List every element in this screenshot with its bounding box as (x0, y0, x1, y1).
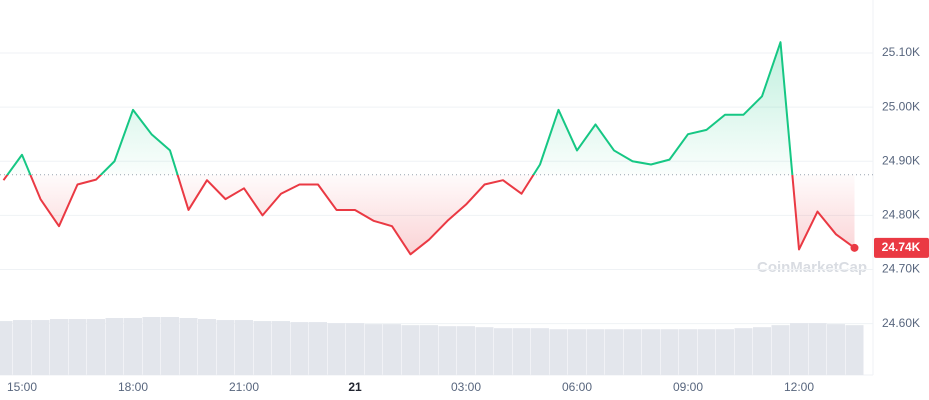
x-tick-label: 09:00 (673, 380, 703, 394)
price-tag-label: 24.74K (882, 240, 921, 254)
volume-bar (753, 327, 771, 375)
volume-bar (771, 325, 790, 375)
volume-bar (808, 323, 827, 375)
volume-bar (438, 326, 457, 375)
volume-bar (124, 318, 142, 375)
x-tick-label: 12:00 (784, 380, 814, 394)
y-tick-label: 25.10K (882, 45, 920, 59)
volume-bar (679, 329, 697, 375)
volume-bar (50, 319, 68, 375)
volume-bar (586, 329, 605, 375)
area (3, 42, 855, 255)
x-tick-label: 03:00 (451, 380, 481, 394)
volume-bar (142, 317, 161, 375)
volume-bar (235, 320, 253, 375)
volume-bar (716, 329, 734, 375)
y-tick-label: 24.60K (882, 316, 920, 330)
volume-bar (272, 321, 290, 375)
volume-bar (198, 319, 216, 375)
volume-bar (68, 319, 87, 375)
price-tag (874, 237, 929, 258)
volume-bar (253, 321, 272, 375)
volume-bar (383, 324, 401, 375)
volume-bar (0, 321, 13, 375)
volume-bar (364, 324, 383, 375)
y-tick-label: 24.90K (882, 153, 920, 167)
volume-bar (327, 323, 346, 375)
volume-bar (309, 322, 327, 375)
volume-bar (697, 329, 716, 375)
volume-bar (605, 329, 623, 375)
x-tick-label: 06:00 (562, 380, 592, 394)
x-tick-label: 21 (348, 380, 362, 394)
volume-bar (105, 318, 124, 375)
last-point (850, 243, 859, 252)
volume-bar (179, 318, 198, 375)
volume-bar (845, 325, 864, 375)
volume-bar (827, 324, 845, 375)
volume-bar (642, 329, 660, 375)
volume-bar (161, 317, 179, 375)
volume-bar (623, 329, 642, 375)
volume-bar (475, 327, 494, 375)
volume-bar (346, 323, 364, 375)
y-tick-label: 24.80K (882, 208, 920, 222)
volume-bar (216, 320, 235, 375)
volume-bar (31, 320, 50, 375)
volume-bar (568, 329, 586, 375)
price-line (2, 41, 856, 256)
volume-bar (549, 329, 568, 375)
volume-bar (790, 323, 808, 375)
volume-bar (13, 320, 31, 375)
x-tick-label: 18:00 (118, 380, 148, 394)
y-tick-label: 25.00K (882, 99, 920, 113)
volume-bar (494, 328, 512, 375)
volume-bar (401, 325, 420, 375)
x-tick-label: 15:00 (7, 380, 37, 394)
volume-bar (420, 325, 438, 375)
volume-bar (734, 328, 753, 375)
y-tick-label: 24.70K (882, 262, 920, 276)
watermark: CoinMarketCap (757, 259, 867, 276)
volume-bar (290, 322, 309, 375)
volume-bar (87, 319, 105, 375)
volume-bar (660, 329, 679, 375)
x-tick-label: 21:00 (229, 380, 259, 394)
volume-bar (531, 328, 549, 375)
volume-bar (512, 328, 531, 375)
volume-bar (457, 326, 475, 375)
